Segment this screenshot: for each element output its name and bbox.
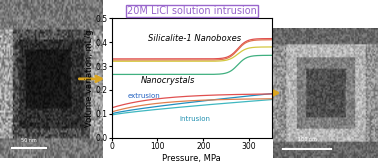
Title: 20M LiCl solution intrusion: 20M LiCl solution intrusion bbox=[127, 6, 257, 16]
Text: Silicalite-1 Nanoboxes: Silicalite-1 Nanoboxes bbox=[149, 34, 242, 43]
Y-axis label: Volume variation, mL/g: Volume variation, mL/g bbox=[85, 29, 94, 127]
X-axis label: Pressure, MPa: Pressure, MPa bbox=[163, 154, 221, 163]
Text: extrusion: extrusion bbox=[127, 93, 160, 99]
Text: 100 nm: 100 nm bbox=[298, 137, 317, 142]
Text: intrusion: intrusion bbox=[180, 116, 211, 122]
Text: Nanocrystals: Nanocrystals bbox=[141, 76, 195, 85]
Text: 50 nm: 50 nm bbox=[21, 138, 36, 143]
